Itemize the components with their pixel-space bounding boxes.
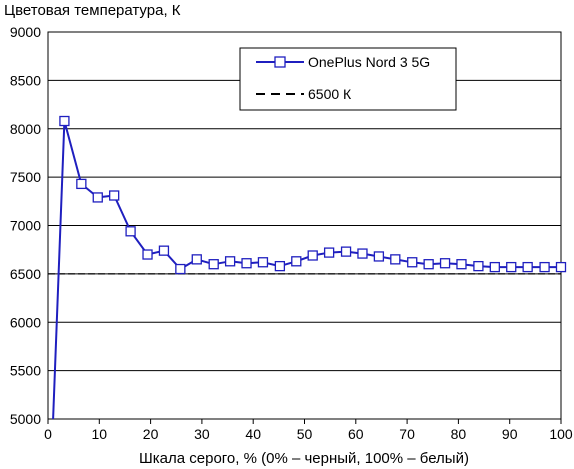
data-point-marker — [307, 250, 318, 261]
data-point-marker — [373, 251, 385, 262]
data-point-marker — [274, 260, 286, 272]
data-point-marker — [340, 246, 352, 257]
data-point-marker — [257, 257, 269, 268]
data-point-marker — [59, 115, 70, 127]
data-point-marker — [357, 248, 368, 259]
x-tick-label: 100 — [549, 426, 573, 442]
legend-marker-series-1 — [274, 56, 286, 68]
data-point-marker — [439, 258, 451, 269]
data-point-marker — [456, 259, 467, 270]
x-tick-label: 80 — [451, 426, 467, 442]
x-tick-label: 20 — [143, 426, 159, 442]
data-point-marker — [142, 249, 153, 260]
data-point-marker — [323, 247, 335, 258]
data-point-marker — [241, 258, 252, 269]
y-axis-title: Цветовая температура, К — [4, 2, 181, 19]
data-point-marker — [522, 261, 533, 273]
data-point-marker — [224, 256, 236, 267]
data-point-marker — [555, 261, 567, 273]
x-axis-title: Шкала серого, % (0% – черный, 100% – бел… — [139, 450, 469, 467]
x-tick-label: 10 — [92, 426, 108, 442]
data-point-marker — [175, 263, 186, 275]
data-point-marker — [208, 259, 219, 270]
legend: OnePlus Nord 3 5G 6500 К — [239, 47, 457, 111]
data-point-marker — [109, 190, 120, 201]
legend-label-series-2: 6500 К — [308, 86, 352, 102]
legend-box — [239, 47, 457, 111]
data-point-marker — [539, 261, 550, 273]
data-point-marker — [390, 254, 401, 265]
y-tick-label: 9000 — [10, 24, 41, 40]
data-point-marker — [423, 259, 434, 270]
x-axis-ticks: 0 10 20 30 40 50 60 70 80 90 100 — [44, 419, 573, 442]
x-tick-label: 0 — [44, 426, 52, 442]
legend-label-series-1: OnePlus Nord 3 5G — [308, 54, 430, 70]
y-axis-ticks: 5000 5500 6000 6500 7000 7500 8000 8500 9000 — [10, 24, 41, 427]
series-line-oneplus-nord-3 — [52, 120, 561, 420]
data-point-marker — [506, 261, 517, 273]
y-tick-label: 8000 — [10, 121, 41, 137]
y-tick-label: 7000 — [10, 218, 41, 234]
series-layer — [48, 115, 567, 420]
y-tick-label: 7500 — [10, 169, 41, 185]
data-point-marker — [473, 260, 484, 272]
data-point-marker — [158, 245, 170, 256]
data-point-marker — [125, 226, 136, 237]
data-point-marker — [76, 178, 87, 190]
y-tick-label: 5500 — [10, 363, 41, 379]
x-tick-label: 60 — [348, 426, 364, 442]
y-tick-label: 8500 — [10, 72, 41, 88]
data-point-marker — [191, 254, 202, 265]
data-point-marker — [92, 192, 103, 203]
y-tick-label: 6500 — [10, 266, 41, 282]
data-point-marker — [407, 257, 418, 268]
y-tick-label: 5000 — [10, 411, 41, 427]
x-tick-label: 30 — [194, 426, 210, 442]
x-tick-label: 50 — [297, 426, 313, 442]
data-point-marker — [291, 256, 302, 267]
x-tick-label: 40 — [245, 426, 261, 442]
x-tick-label: 90 — [502, 426, 518, 442]
x-tick-label: 70 — [399, 426, 415, 442]
data-point-marker — [489, 261, 500, 273]
y-tick-label: 6000 — [10, 314, 41, 330]
